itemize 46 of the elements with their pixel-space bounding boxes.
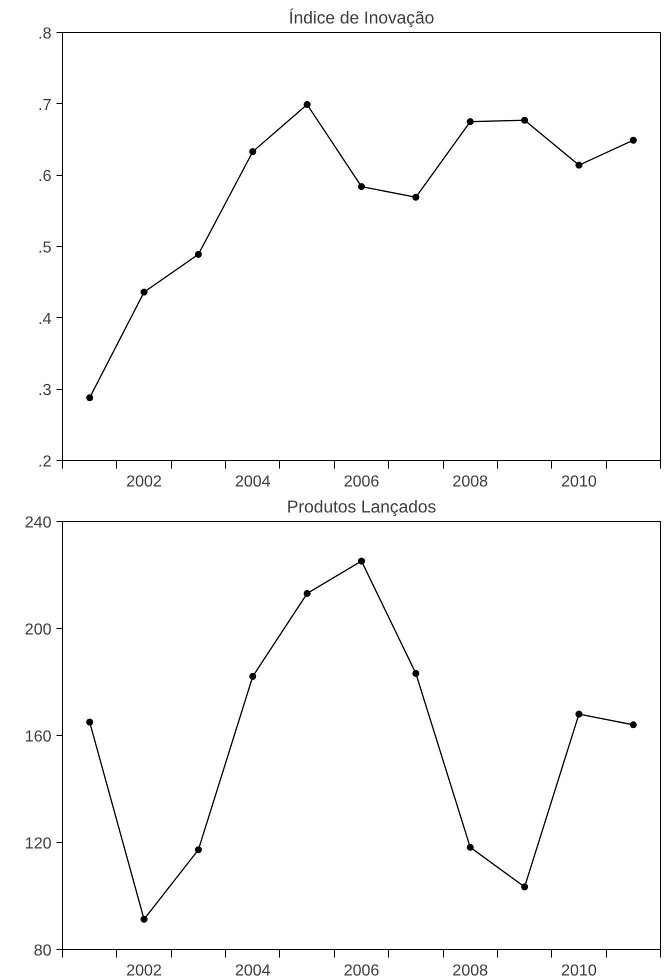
x-tick-label: 2006 <box>344 474 380 490</box>
x-tick-label: 2004 <box>234 962 271 978</box>
point <box>304 101 311 108</box>
point <box>86 718 94 726</box>
point <box>140 916 148 923</box>
point <box>466 844 474 851</box>
y-tick-label: 120 <box>24 836 52 852</box>
x-tick-label: 2010 <box>561 962 597 978</box>
x-tick-label: 2004 <box>234 474 271 490</box>
point <box>412 670 420 677</box>
y-tick-label: 80 <box>34 942 52 960</box>
point <box>304 590 311 597</box>
y-tick-label: 200 <box>24 622 52 638</box>
y-tick-label: 160 <box>24 728 52 746</box>
point <box>86 394 94 402</box>
point <box>249 148 256 156</box>
y-tick-label: .8 <box>38 26 52 42</box>
x-tick-label: 2006 <box>344 962 380 978</box>
y-tick-label: .3 <box>38 382 52 400</box>
point <box>466 118 474 126</box>
y-tick-label: .4 <box>38 310 52 328</box>
y-tick-label: 240 <box>24 514 52 532</box>
point <box>249 672 256 680</box>
point <box>521 883 528 890</box>
point <box>358 183 365 190</box>
x-tick-label: 2002 <box>126 474 162 490</box>
y-tick-label: .5 <box>38 240 52 256</box>
point <box>575 710 582 718</box>
x-tick-label: 2002 <box>126 962 162 978</box>
chart-title: Produtos Lançados <box>286 496 436 516</box>
x-tick-label: 2008 <box>452 962 488 978</box>
point <box>140 288 148 296</box>
point <box>194 250 202 258</box>
y-tick-label: .6 <box>38 168 52 186</box>
point <box>630 721 637 728</box>
x-tick-label: 2008 <box>452 474 488 490</box>
point <box>521 116 528 124</box>
x-tick-label: 2010 <box>561 474 597 490</box>
y-tick-label: .2 <box>38 454 52 470</box>
point <box>194 846 202 854</box>
chart-title: Índice de Inovação <box>288 8 434 28</box>
y-tick-label: .7 <box>38 96 52 114</box>
point <box>412 194 420 201</box>
point <box>630 136 637 144</box>
point <box>358 558 365 565</box>
point <box>575 162 582 169</box>
